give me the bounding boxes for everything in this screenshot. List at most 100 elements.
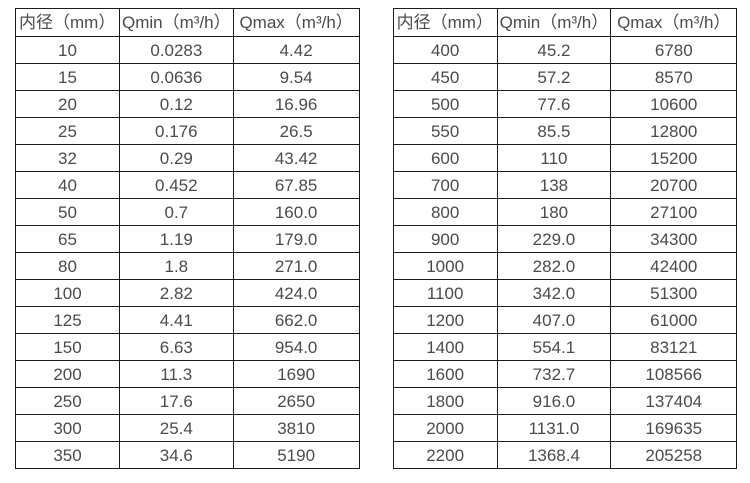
- table-row: 1800 916.0 137404: [392, 387, 738, 415]
- table-cell: 150: [15, 333, 120, 361]
- table-cell: 8570: [610, 63, 738, 91]
- column-header: Qmin（m³/h）: [496, 8, 612, 37]
- table-cell: 5190: [232, 441, 360, 469]
- table-row: 1600 732.7 108566: [392, 360, 738, 388]
- table-cell: 17.6: [119, 387, 234, 415]
- table-row: 300 25.4 3810: [15, 414, 360, 442]
- table-cell: 34.6: [119, 441, 234, 469]
- table-cell: 4.41: [119, 306, 234, 334]
- table-cell: 20: [15, 90, 120, 118]
- table-cell: 108566: [610, 360, 738, 388]
- table-cell: 1690: [232, 360, 360, 388]
- table-cell: 550: [392, 117, 498, 145]
- table-cell: 1100: [392, 279, 498, 307]
- table-row: 25 0.176 26.5: [15, 117, 360, 145]
- table-row: 125 4.41 662.0: [15, 306, 360, 334]
- table-cell: 0.176: [119, 117, 234, 145]
- table-cell: 1600: [392, 360, 498, 388]
- table-cell: 2000: [392, 414, 498, 442]
- table-cell: 342.0: [496, 279, 612, 307]
- table-row: 40 0.452 67.85: [15, 171, 360, 199]
- table-row: 50 0.7 160.0: [15, 198, 360, 226]
- table-cell: 350: [15, 441, 120, 469]
- table-cell: 900: [392, 225, 498, 253]
- table-cell: 700: [392, 171, 498, 199]
- table-row: 80 1.8 271.0: [15, 252, 360, 280]
- table-row: 100 2.82 424.0: [15, 279, 360, 307]
- table-cell: 200: [15, 360, 120, 388]
- table-cell: 6.63: [119, 333, 234, 361]
- table-row: 250 17.6 2650: [15, 387, 360, 415]
- table-row: 500 77.6 10600: [392, 90, 738, 118]
- table-cell: 271.0: [232, 252, 360, 280]
- table-cell: 1200: [392, 306, 498, 334]
- table-cell: 1.19: [119, 225, 234, 253]
- table-cell: 3810: [232, 414, 360, 442]
- table-cell: 0.452: [119, 171, 234, 199]
- table-cell: 25.4: [119, 414, 234, 442]
- table-cell: 800: [392, 198, 498, 226]
- table-cell: 732.7: [496, 360, 612, 388]
- table-cell: 11.3: [119, 360, 234, 388]
- table-row: 65 1.19 179.0: [15, 225, 360, 253]
- table-cell: 179.0: [232, 225, 360, 253]
- table-cell: 1131.0: [496, 414, 612, 442]
- table-cell: 100: [15, 279, 120, 307]
- table-cell: 43.42: [232, 144, 360, 172]
- tables-container: 内径（mm） Qmin（m³/h） Qmax（m³/h） 10 0.0283 4.42 15…: [15, 8, 738, 469]
- table-cell: 9.54: [232, 63, 360, 91]
- table-cell: 110: [496, 144, 612, 172]
- table-cell: 554.1: [496, 333, 612, 361]
- table-cell: 57.2: [496, 63, 612, 91]
- table-row: 800 180 27100: [392, 198, 738, 226]
- table-cell: 0.7: [119, 198, 234, 226]
- table-cell: 160.0: [232, 198, 360, 226]
- table-row: 1100 342.0 51300: [392, 279, 738, 307]
- table-cell: 61000: [610, 306, 738, 334]
- table-cell: 1368.4: [496, 441, 612, 469]
- table-row: 1200 407.0 61000: [392, 306, 738, 334]
- header-row: 内径（mm） Qmin（m³/h） Qmax（m³/h）: [15, 8, 360, 37]
- table-cell: 15200: [610, 144, 738, 172]
- table-cell: 169635: [610, 414, 738, 442]
- table-cell: 450: [392, 63, 498, 91]
- table-cell: 1.8: [119, 252, 234, 280]
- table-cell: 67.85: [232, 171, 360, 199]
- table-cell: 65: [15, 225, 120, 253]
- column-header: 内径（mm）: [15, 8, 120, 37]
- table-row: 550 85.5 12800: [392, 117, 738, 145]
- table-row: 900 229.0 34300: [392, 225, 738, 253]
- table-cell: 77.6: [496, 90, 612, 118]
- table-cell: 229.0: [496, 225, 612, 253]
- table-cell: 20700: [610, 171, 738, 199]
- table-cell: 85.5: [496, 117, 612, 145]
- table-row: 200 11.3 1690: [15, 360, 360, 388]
- table-cell: 83121: [610, 333, 738, 361]
- table-cell: 2650: [232, 387, 360, 415]
- table-cell: 137404: [610, 387, 738, 415]
- column-header: Qmax（m³/h）: [232, 8, 360, 37]
- table-row: 700 138 20700: [392, 171, 738, 199]
- table-cell: 12800: [610, 117, 738, 145]
- table-cell: 10: [15, 36, 120, 64]
- table-row: 2200 1368.4 205258: [392, 441, 738, 469]
- table-cell: 662.0: [232, 306, 360, 334]
- table-cell: 4.42: [232, 36, 360, 64]
- table-row: 350 34.6 5190: [15, 441, 360, 469]
- table-cell: 50: [15, 198, 120, 226]
- column-header: Qmax（m³/h）: [610, 8, 738, 37]
- table-cell: 916.0: [496, 387, 612, 415]
- table-cell: 26.5: [232, 117, 360, 145]
- table-cell: 407.0: [496, 306, 612, 334]
- table-row: 150 6.63 954.0: [15, 333, 360, 361]
- table-cell: 0.0283: [119, 36, 234, 64]
- table-cell: 300: [15, 414, 120, 442]
- table-cell: 400: [392, 36, 498, 64]
- table-row: 2000 1131.0 169635: [392, 414, 738, 442]
- table-cell: 42400: [610, 252, 738, 280]
- table-row: 600 110 15200: [392, 144, 738, 172]
- table-cell: 0.29: [119, 144, 234, 172]
- table-cell: 1800: [392, 387, 498, 415]
- table-row: 1400 554.1 83121: [392, 333, 738, 361]
